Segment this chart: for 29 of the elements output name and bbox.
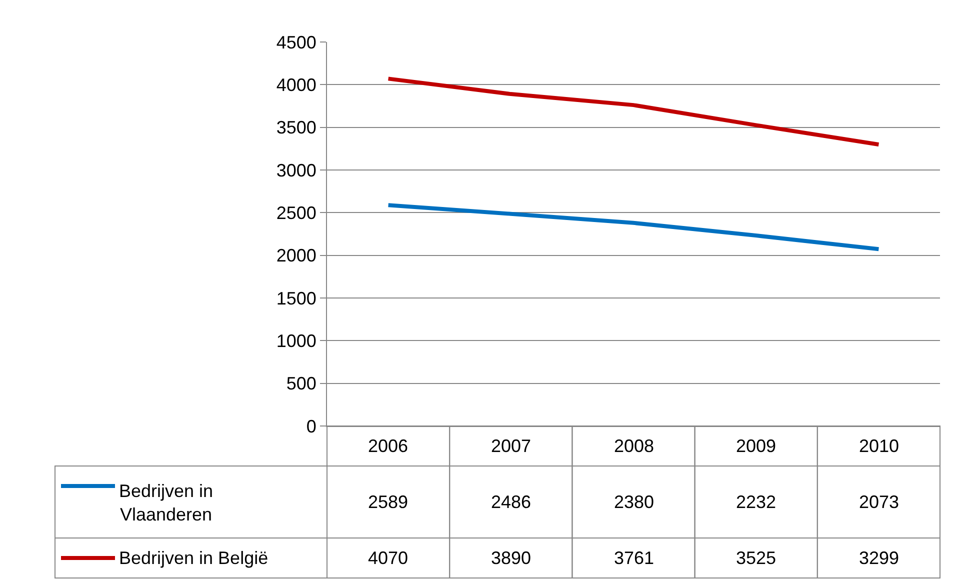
x-tick-label: 2009 <box>736 436 776 456</box>
line-series <box>386 76 881 146</box>
data-label: 4070 <box>368 548 408 568</box>
y-tick-label: 1500 <box>276 288 316 308</box>
data-label: 3761 <box>614 548 654 568</box>
data-label: 2232 <box>736 492 776 512</box>
data-label: 2486 <box>491 492 532 512</box>
y-tick-label: 4000 <box>276 74 316 95</box>
y-tick-label: 1000 <box>276 330 316 351</box>
legend-label: Bedrijven in Vlaanderen <box>119 481 214 524</box>
x-tick-label: 2008 <box>614 436 654 456</box>
y-tick-label: 500 <box>286 374 316 394</box>
y-tick-label: 2000 <box>276 246 316 266</box>
legend-label: Bedrijven in België <box>119 548 268 568</box>
data-label: 3525 <box>736 548 776 568</box>
data-label: 2589 <box>368 492 408 512</box>
x-tick-label: 2007 <box>491 436 532 456</box>
x-tick-label: 2010 <box>859 436 900 456</box>
data-label: 3299 <box>859 548 900 568</box>
x-tick-label: 2006 <box>368 436 408 456</box>
y-tick-label: 3000 <box>276 160 316 180</box>
data-label: 2073 <box>859 492 900 512</box>
y-tick-label: 4500 <box>276 32 316 52</box>
data-label: 2380 <box>614 492 654 512</box>
y-tick-label: 0 <box>306 416 316 436</box>
y-tick-label: 3500 <box>276 118 316 138</box>
data-label: 3890 <box>491 548 532 568</box>
y-tick-label: 2500 <box>276 202 316 223</box>
line-series <box>386 203 881 252</box>
